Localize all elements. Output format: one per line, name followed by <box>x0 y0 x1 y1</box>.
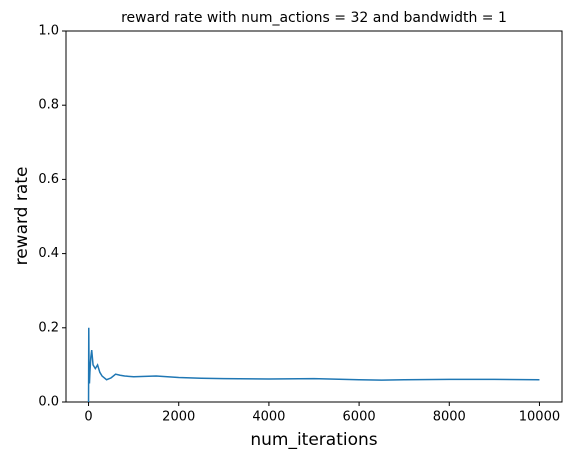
y-tick-label: 0.0 <box>38 395 59 410</box>
x-axis-label: num_iterations <box>250 430 377 450</box>
x-tick-label: 6000 <box>343 410 376 425</box>
y-axis-label: reward rate <box>12 167 32 266</box>
y-tick-label: 0.4 <box>38 246 59 261</box>
x-tick-label: 2000 <box>162 410 195 425</box>
y-tick-label: 0.6 <box>38 172 59 187</box>
x-tick-label: 4000 <box>252 410 285 425</box>
x-tick-label: 10000 <box>519 410 560 425</box>
x-tick-label: 0 <box>84 410 92 425</box>
y-tick-label: 0.8 <box>38 98 59 113</box>
line <box>87 327 540 403</box>
plot-frame <box>65 30 563 403</box>
y-tick-label: 0.2 <box>38 320 59 335</box>
y-tick-label: 1.0 <box>38 24 59 39</box>
chart-title: reward rate with num_actions = 32 and ba… <box>121 10 507 26</box>
x-tick-label: 8000 <box>433 410 466 425</box>
